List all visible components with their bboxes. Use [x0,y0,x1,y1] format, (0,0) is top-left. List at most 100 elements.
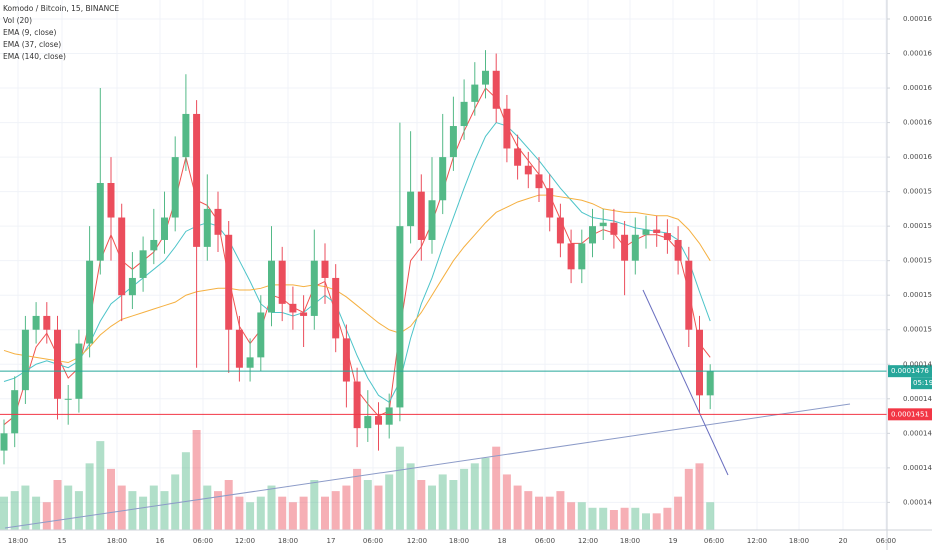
price-label: 0.0001476 [891,367,929,375]
volume-bar [417,480,426,530]
candle-body [321,260,329,278]
volume-bar [406,463,415,530]
volume-bar [481,457,490,530]
volume-bar [545,496,554,530]
candle-body [107,182,115,218]
volume-bar [652,513,661,530]
x-tick-label: 16 [156,537,165,545]
candle-body [203,208,211,247]
candle-body [535,174,543,189]
x-tick-label: 15 [58,537,67,545]
candle-body [214,208,222,235]
x-tick-label: 19 [669,537,678,545]
candle-body [64,398,72,400]
candle-body [43,315,51,330]
candle-body [385,407,393,425]
candle-body [54,329,61,399]
price-label-bg [888,408,932,421]
volume-bar [214,491,222,530]
volume-bar [620,507,629,530]
y-tick-label: 0.0001680 [903,15,932,23]
volume-bar [246,502,255,530]
candle-body [524,165,532,175]
candle-body [482,70,489,85]
volume-bar [513,485,522,530]
candle-body [21,329,29,391]
y-tick-label: 0.0001420 [903,464,932,472]
volume-bar [64,485,73,530]
volume-bar [299,496,308,530]
x-tick-label: 18 [498,537,507,545]
x-tick-label: 18:00 [278,537,298,545]
x-tick-label: 18:00 [449,537,469,545]
candle-body [653,229,661,234]
y-tick-label: 0.0001600 [903,153,932,161]
candle-body [417,191,425,240]
volume-bar [460,468,469,530]
countdown: 05:19 [913,379,932,387]
volume-bar [42,502,51,530]
y-tick-label: 0.0001500 [903,326,932,334]
candle-body [225,234,233,330]
legend-entry: EMA (9, close) [3,28,57,37]
y-tick-label: 0.0001520 [903,291,932,299]
volume-bar [139,496,148,530]
legend: Komodo / Bitcoin, 15, BINANCE Vol (20) E… [3,4,119,61]
candle-body [514,148,522,166]
candle-body [246,357,254,368]
volume-bar [171,474,180,530]
candle-body [492,70,500,109]
candle-body [685,260,693,330]
x-tick-label: 12:00 [407,537,427,545]
candle-body [182,113,190,158]
legend-entry: Vol (20) [3,16,32,25]
candle-body [546,188,554,218]
volume-bar [74,491,83,530]
candle-body [353,381,361,429]
countdown-bg [911,377,932,390]
volume-bar [32,496,41,530]
x-tick-label: 12:00 [235,537,255,545]
candle-body [300,312,308,316]
price-label: 0.0001451 [891,410,929,418]
volume-bar [449,480,458,530]
x-tick-label: 18:00 [620,537,640,545]
candle-body [642,229,650,235]
volume-bar [342,485,351,530]
y-tick-label: 0.0001400 [903,498,932,506]
legend-entry: EMA (140, close) [3,52,66,61]
candle-body [396,226,404,408]
candle-body [86,260,94,344]
x-tick-label: 06:00 [876,537,896,545]
y-tick-label: 0.0001460 [903,395,932,403]
volume-bar [385,474,394,530]
candle-body [332,277,340,339]
candle-body [428,200,436,240]
volume-bar [695,463,704,530]
volume-bar [160,491,169,530]
candles [0,50,714,465]
volume-bar [117,485,126,530]
candle-body [11,390,19,434]
candle-body [171,157,179,218]
volume-bar [96,441,105,530]
volume-bar [288,502,297,530]
volume-bar [374,485,383,530]
y-tick-label: 0.0001480 [903,360,932,368]
trend-line [642,289,729,476]
candle-body [663,233,671,240]
candle-body [610,222,618,235]
candle-body [599,222,607,227]
volume-bar [0,496,8,530]
volume-bar [224,480,233,530]
candle-body [471,84,479,102]
volume-bar [524,491,533,530]
volume-bar [203,485,212,530]
candle-body [375,416,382,425]
volume-bar [256,496,265,530]
volume-bar [107,468,115,530]
x-tick-label: 18:00 [107,537,127,545]
volume-bar [631,507,640,530]
x-tick-label: 17 [327,537,336,545]
